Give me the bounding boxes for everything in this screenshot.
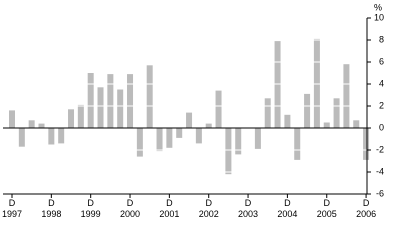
y-tick-label: -2 [376,144,384,154]
y-tick-label: -6 [376,188,384,198]
page: % -6 -4 -2 0 2 4 6 8 10 D 1997 D 1998 D 1999 D 2000 D 2001… [1,2,384,220]
bar [87,73,94,128]
y-unit: % [374,2,382,12]
x-tick-label-line: 2003 [238,209,258,219]
bar [363,128,370,160]
bar [18,128,25,147]
x-tick-label-line: 1997 [2,209,22,219]
bar [136,128,143,157]
x-tick-label-line: D [127,198,134,208]
x-tick-label-line: D [323,198,330,208]
x-tick-label: D 2002 [199,198,219,219]
bar [225,128,232,175]
x-tick-label: D 2004 [277,198,297,219]
x-tick-label-line: 2005 [317,209,337,219]
x-tick-label-line: 2000 [120,209,140,219]
y-tick-label: -4 [376,166,384,176]
x-tick-label-line: 2004 [277,209,297,219]
bar [48,128,55,145]
bar [205,123,212,128]
x-tick-label: D 1998 [41,198,61,219]
bar [323,122,330,128]
x-tick-label-line: D [245,198,252,208]
bar [254,128,261,149]
bar [333,98,340,128]
x-tick-label: D 2003 [238,198,258,219]
y-tick-label: 8 [379,34,384,44]
bar [117,89,124,128]
bar [215,90,222,128]
bar [68,109,75,128]
bar [195,128,202,144]
y-tick-label: 2 [379,100,384,110]
y-tick-label: 6 [379,56,384,66]
x-tick-label-line: D [363,198,370,208]
x-tick-label-line: D [48,198,55,208]
y-tick-label: 10 [374,12,384,22]
bar [294,128,301,160]
bar [28,120,35,128]
x-tick-label-line: D [284,198,291,208]
bar [235,128,242,155]
x-tick-label-line: 2006 [356,209,376,219]
x-tick-label: D 2001 [159,198,179,219]
bar [146,65,153,128]
x-tick-label-line: D [87,198,94,208]
x-tick-label-line: 2002 [199,209,219,219]
x-tick-label-line: 1999 [81,209,101,219]
y-tick-label: 4 [379,78,384,88]
x-tick-label: D 2005 [317,198,337,219]
bar [97,87,104,128]
bar [127,74,134,128]
bar [38,123,45,128]
x-tick-label: D 2006 [356,198,376,219]
x-tick-label-line: D [205,198,212,208]
bar [77,104,84,128]
bar [58,128,65,144]
x-tick-label-line: D [9,198,16,208]
bar [166,128,173,148]
bar [9,110,15,128]
bar [343,64,350,128]
x-tick-label: D 1997 [2,198,22,219]
x-tick-label: D 2000 [120,198,140,219]
x-tick-label-line: 1998 [41,209,61,219]
bar [107,74,114,128]
bar [304,93,311,128]
bar [186,112,193,128]
bar [176,128,183,138]
x-tick-label-line: D [166,198,173,208]
bar [156,128,163,152]
y-tick-label: 0 [379,122,384,132]
x-tick-label-line: 2001 [159,209,179,219]
bar [264,98,271,128]
bar [274,41,281,128]
bar [353,120,360,128]
x-tick-label: D 1999 [81,198,101,219]
bar [313,38,320,128]
bar [284,114,291,128]
